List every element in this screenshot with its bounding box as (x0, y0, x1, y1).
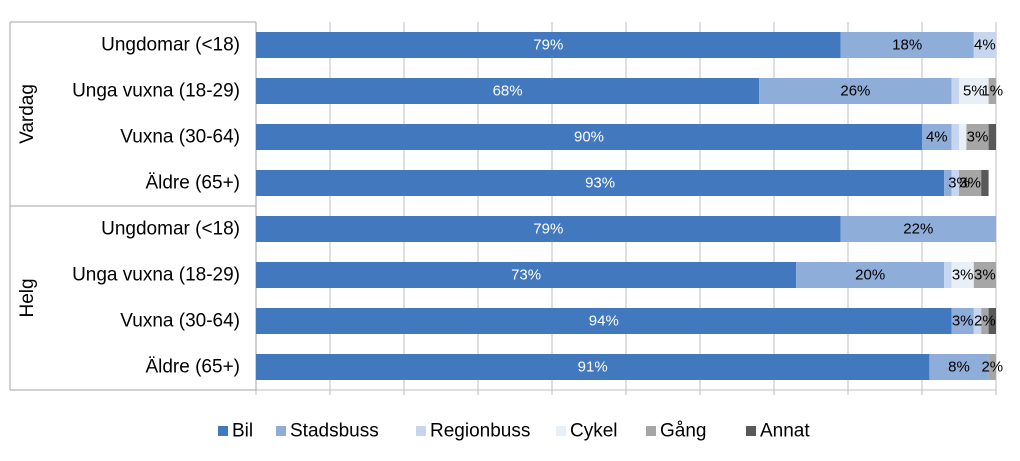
data-label-gång-5: 3% (974, 267, 996, 284)
data-label-bil-6: 94% (589, 313, 619, 330)
data-label-gång-3: 3% (959, 175, 981, 192)
legend-swatch-stadsbuss (276, 426, 286, 436)
bar-gång-5 (973, 262, 996, 288)
bar-regionbuss-3 (951, 170, 959, 196)
data-label-stadsbuss-1: 26% (840, 83, 870, 100)
gridlines (255, 22, 997, 395)
data-label-stadsbuss-7: 8% (948, 359, 970, 376)
legend-label-regionbuss: Regionbuss (430, 421, 530, 442)
bar-regionbuss-6 (973, 308, 982, 334)
bar-bil-0 (256, 32, 841, 58)
legend-swatch-gång (646, 426, 656, 436)
legend: Bil Stadsbuss Regionbuss Cykel Gång Annat (218, 421, 810, 442)
category-label: Ungdomar (<18) (101, 35, 240, 56)
bar-stadsbuss-1 (759, 78, 952, 104)
bar-stadsbuss-6 (951, 308, 974, 334)
bar-stadsbuss-4 (840, 216, 996, 242)
bar-annat-3 (981, 170, 989, 196)
data-label-bil-5: 73% (511, 267, 541, 284)
bar-bil-3 (256, 170, 945, 196)
category-label: Vuxna (30-64) (120, 127, 240, 148)
bar-bil-2 (256, 124, 922, 150)
data-label-stadsbuss-4: 22% (903, 221, 933, 238)
legend-swatch-regionbuss (416, 426, 426, 436)
bar-bil-6 (256, 308, 952, 334)
legend-label-cykel: Cykel (570, 421, 618, 442)
data-label-regionbuss-0: 4% (974, 37, 996, 54)
legend-swatch-bil (218, 426, 228, 436)
bar-gång-6 (981, 308, 989, 334)
data-label-bil-1: 68% (493, 83, 523, 100)
category-label: Äldre (65+) (145, 173, 240, 194)
bar-stadsbuss-2 (922, 124, 952, 150)
bar-bil-4 (256, 216, 841, 242)
data-label-cykel-3: 3% (948, 175, 970, 192)
data-label-bil-2: 90% (574, 129, 604, 146)
data-label-stadsbuss-0: 18% (892, 37, 922, 54)
label-frame (9, 21, 257, 391)
bar-gång-7 (988, 354, 996, 380)
bar-stadsbuss-5 (796, 262, 945, 288)
data-label-stadsbuss-2: 4% (926, 129, 948, 146)
data-label-gång-1: 1% (981, 83, 1003, 100)
bar-cykel-5 (951, 262, 974, 288)
bar-regionbuss-1 (951, 78, 959, 104)
category-labels: Ungdomar (<18) Unga vuxna (18-29) Vuxna (3… (72, 35, 240, 378)
bar-regionbuss-5 (944, 262, 952, 288)
bar-gång-1 (988, 78, 996, 104)
category-label: Unga vuxna (18-29) (72, 265, 240, 286)
bar-bil-1 (256, 78, 760, 104)
bar-stadsbuss-7 (929, 354, 989, 380)
bar-regionbuss-2 (951, 124, 959, 150)
data-label-cykel-5: 3% (952, 267, 974, 284)
bar-regionbuss-0 (973, 32, 996, 58)
bar-gång-3 (959, 170, 982, 196)
legend-swatch-annat (746, 426, 756, 436)
legend-label-gång: Gång (660, 421, 706, 442)
data-label-stadsbuss-5: 20% (855, 267, 885, 284)
group-labels: Vardag Helg (17, 84, 38, 317)
data-label-gång-6: 2% (974, 313, 996, 330)
data-label-bil-0: 79% (533, 37, 563, 54)
data-label-bil-7: 91% (578, 359, 608, 376)
category-label: Unga vuxna (18-29) (72, 81, 240, 102)
category-label: Vuxna (30-64) (120, 311, 240, 332)
bar-cykel-2 (959, 124, 967, 150)
legend-label-bil: Bil (232, 421, 253, 442)
data-label-bil-3: 93% (585, 175, 615, 192)
legend-swatch-cykel (556, 426, 566, 436)
bar-bil-5 (256, 262, 797, 288)
data-label-bil-4: 79% (533, 221, 563, 238)
legend-label-stadsbuss: Stadsbuss (290, 421, 379, 442)
category-label: Äldre (65+) (145, 357, 240, 378)
group-label-vardag: Vardag (17, 84, 38, 144)
group-label-helg: Helg (17, 278, 38, 317)
data-labels: 79% 18% 4%68% 26% 5%1%90% 4% 3%93% 3%3%79% 22%73… (493, 37, 1004, 376)
bar-bil-7 (256, 354, 930, 380)
data-label-cykel-1: 5% (963, 83, 985, 100)
category-label: Ungdomar (<18) (101, 219, 240, 240)
data-label-stadsbuss-6: 3% (952, 313, 974, 330)
bar-stadsbuss-0 (840, 32, 974, 58)
bar-gång-2 (966, 124, 989, 150)
bar-annat-6 (988, 308, 996, 334)
bars (256, 32, 996, 380)
data-label-gång-7: 2% (981, 359, 1003, 376)
bar-stadsbuss-3 (944, 170, 952, 196)
data-label-gång-2: 3% (967, 129, 989, 146)
bar-cykel-1 (959, 78, 989, 104)
bar-annat-2 (988, 124, 996, 150)
legend-label-annat: Annat (760, 421, 810, 442)
